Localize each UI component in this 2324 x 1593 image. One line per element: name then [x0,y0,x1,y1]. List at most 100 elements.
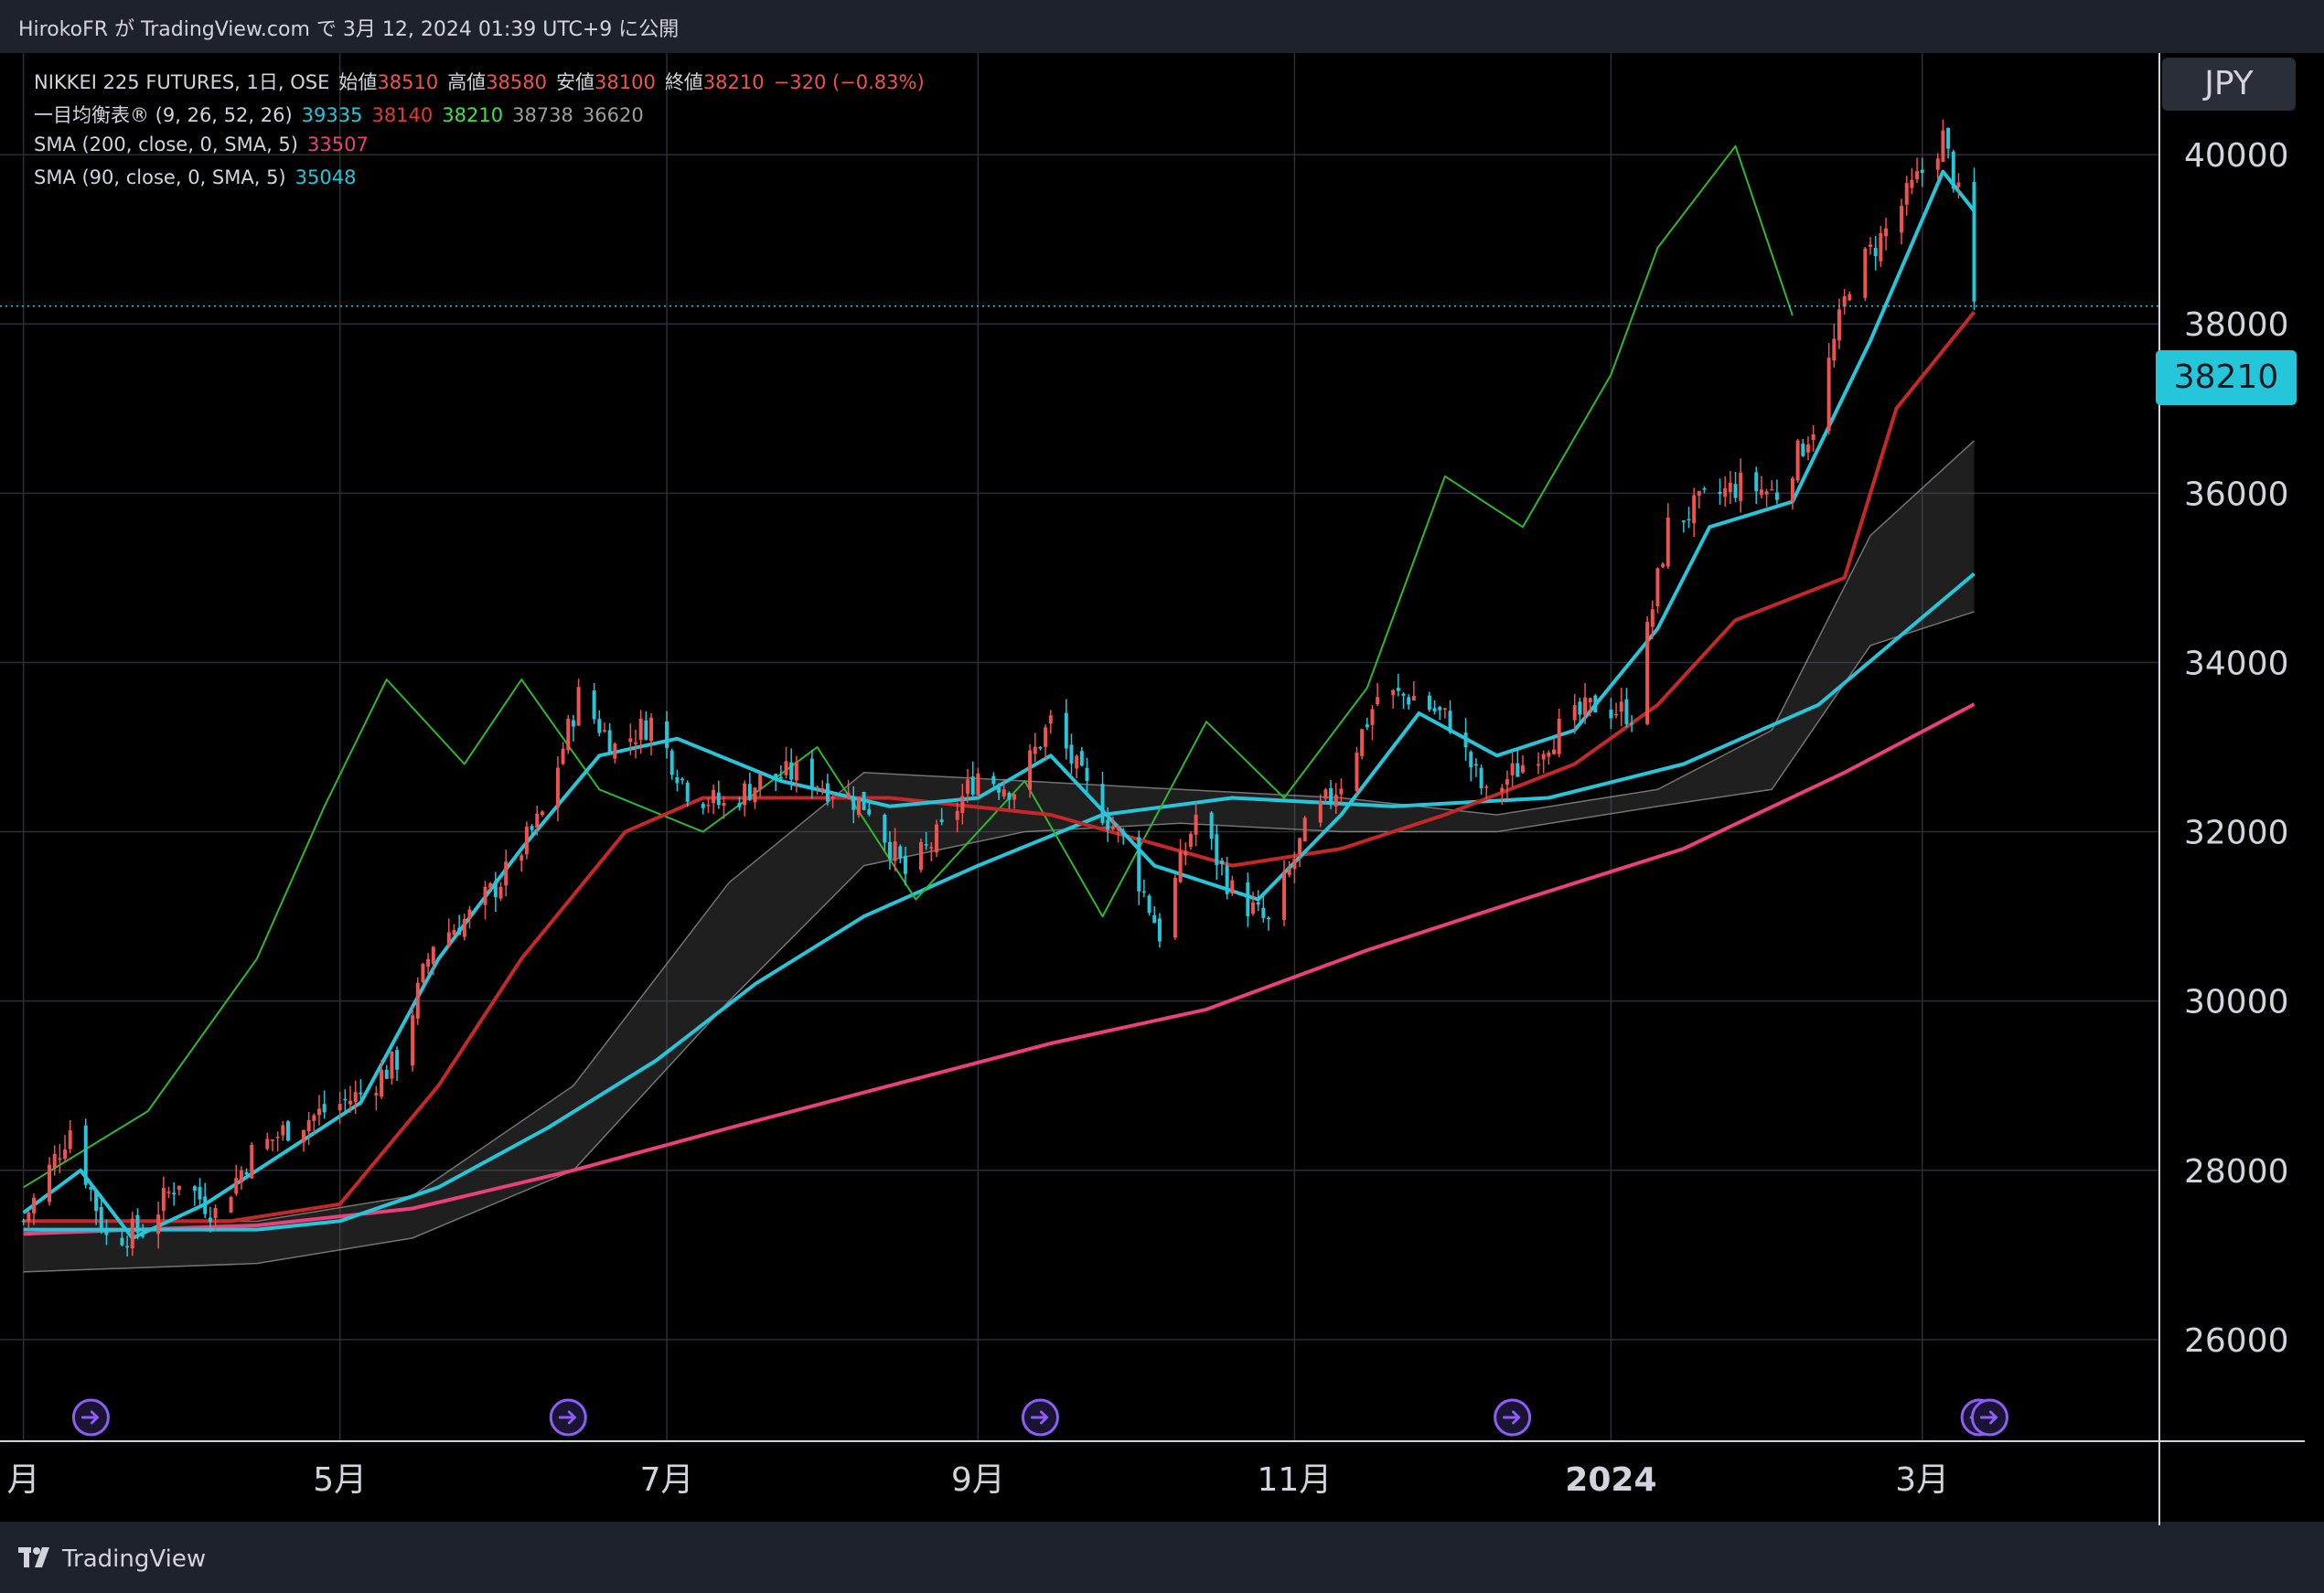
candle-body [1339,788,1344,795]
event-marker-icon[interactable] [71,1398,110,1437]
currency-selector[interactable]: JPY [2162,58,2296,111]
candle-body [1941,130,1945,162]
candle-body [431,946,435,965]
time-tick-label: 3月 [1895,1461,1949,1499]
candle-body [395,1050,400,1070]
candle-body [1764,491,1769,495]
candle-body [1515,763,1520,777]
time-tick-label: 2024 [1565,1461,1656,1499]
candle-body [1318,801,1323,823]
price-tick-label: 32000 [2184,815,2289,852]
legend-sma200-label[interactable]: SMA (200, close, 0, SMA, 5) [34,134,298,155]
candle-body [1500,787,1505,792]
candle-body [1007,792,1012,800]
candle-body [94,1191,99,1212]
candle-body [966,779,970,794]
candle-body [1723,487,1728,497]
candles [21,119,1976,1256]
candle-body [1655,568,1660,606]
candle-body [1173,877,1177,938]
candle-body [929,847,934,849]
candle-body [1593,695,1598,712]
candle-body [883,814,887,843]
event-marker-icon[interactable] [1970,1398,2008,1437]
candle-body [1209,812,1214,839]
candle-body [1178,851,1183,882]
candle-body [1572,705,1577,721]
candle-body [743,783,747,806]
price-tick-label: 34000 [2184,645,2289,682]
candle-body [166,1192,171,1193]
candle-body [1079,751,1084,766]
candle-body [753,787,757,803]
candle-body [1251,902,1255,914]
candle-body [846,792,851,798]
event-marker-arrow [80,1410,100,1425]
last-price-label: 38210 [2156,350,2297,405]
legend-sma90-label[interactable]: SMA (90, close, 0, SMA, 5) [34,166,286,188]
candle-body [1069,744,1074,764]
candle-body [281,1125,285,1136]
candle-body [1826,358,1831,432]
candle-body [1391,690,1396,696]
candle-body [939,819,944,822]
candle-body [239,1170,243,1182]
candle-body [1110,826,1115,829]
candle-body [317,1108,321,1116]
candle-body [1028,750,1033,790]
candle-body [955,810,959,820]
candle-body [1137,837,1141,892]
candle-body [1661,563,1665,568]
candle-body [1759,489,1763,496]
candle-body [1246,882,1250,916]
footer-bar [0,1525,2324,1593]
axes: 26000 28000 30000 32000 34000 36000 38000 40000… [0,53,2305,1525]
legend-symbol[interactable]: NIKKEI 225 FUTURES, 1日, OSE [34,71,330,93]
candle-body [1692,495,1697,524]
candle-body [1188,833,1193,848]
candle-body [265,1139,270,1149]
candle-body [161,1188,166,1212]
event-markers[interactable] [71,1398,2008,1437]
candle-body [48,1164,52,1203]
candle-body [426,958,431,967]
candle-body [638,718,643,741]
legend-sma200-value: 33507 [307,134,369,155]
candle-body [312,1115,316,1121]
candle-body [576,687,581,726]
candle-body [960,796,965,814]
candle-body [120,1237,124,1246]
candle-body [1401,693,1406,696]
candle-body [1832,338,1837,361]
candle-body [809,758,814,790]
price-tick-label: 40000 [2184,137,2289,175]
event-marker-icon[interactable] [549,1398,587,1437]
price-tick-label: 28000 [2184,1153,2289,1191]
price-tick-label: 26000 [2184,1322,2289,1360]
candle-body [535,813,540,829]
tradingview-logo[interactable]: TradingView [18,1544,206,1574]
candle-body [203,1196,208,1214]
candle-body [774,774,778,779]
candle-body [1915,171,1920,180]
candle-body [820,787,825,791]
candle-body [1484,786,1489,788]
candle-body [1370,709,1375,725]
candle-body [784,761,788,775]
legend-low-value: 38100 [594,71,656,93]
candle-body [141,1235,145,1237]
candle-body [1795,440,1800,481]
candle-body [1630,723,1634,725]
candle-body [359,1092,363,1095]
candle-body [1879,232,1883,262]
candle-body [1219,861,1224,864]
candle-body [1935,158,1940,170]
candle-body [1619,701,1623,712]
event-marker-icon[interactable] [1494,1398,1532,1437]
legend-ichimoku-label[interactable]: 一目均衡表® (9, 26, 52, 26) [34,104,293,126]
legend-ichimoku-chikou: 38210 [442,104,504,126]
candle-body [384,1069,389,1079]
event-marker-icon[interactable] [1021,1398,1059,1437]
candle-body [1687,519,1691,521]
